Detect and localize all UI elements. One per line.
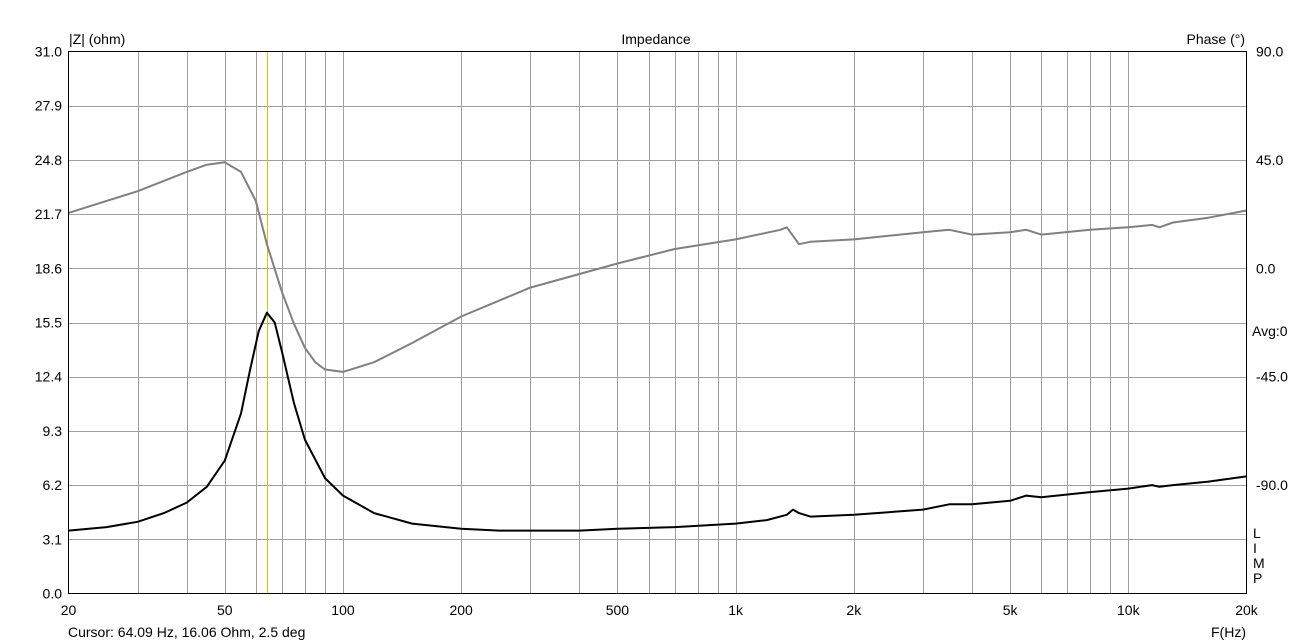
side-label-letter: P (1253, 570, 1262, 586)
y-axis-label: |Z| (ohm) (69, 31, 125, 47)
x-tick-label: 1k (728, 602, 744, 618)
x-tick-label: 200 (449, 602, 473, 618)
y-tick-label: 31.0 (35, 44, 62, 60)
y2-tick-label: -90.0 (1256, 477, 1288, 493)
y2-tick-label: 45.0 (1256, 152, 1283, 168)
y-tick-label: 0.0 (43, 586, 63, 602)
phase-curve (68, 161, 1247, 373)
x-tick-label: 5k (1003, 602, 1019, 618)
y2-tick-label: 0.0 (1256, 260, 1276, 276)
y2-tick-label: -45.0 (1256, 369, 1288, 385)
y-tick-label: 3.1 (43, 531, 63, 547)
y-tick-label: 27.9 (35, 98, 62, 114)
plot-frame (68, 51, 1247, 594)
y-tick-label: 12.4 (35, 369, 62, 385)
impedance-curve (68, 311, 1247, 532)
x-tick-label: 2k (846, 602, 862, 618)
y2-tick-labels: 90.0 45.0 0.0 -45.0 -90.0 (1256, 44, 1288, 494)
side-label-letter: I (1253, 540, 1257, 556)
y-tick-label: 6.2 (43, 477, 63, 493)
y-tick-label: 9.3 (43, 423, 63, 439)
cursor-readout: Cursor: 64.09 Hz, 16.06 Ohm, 2.5 deg (68, 624, 305, 640)
x-tick-labels: 20 50 100 200 500 1k 2k 5k 10k 20k (61, 602, 1259, 618)
y-tick-label: 24.8 (35, 152, 62, 168)
x-tick-label: 10k (1117, 602, 1141, 618)
x-tick-label: 20k (1235, 602, 1259, 618)
y2-axis-label: Phase (°) (1186, 31, 1245, 47)
y2-tick-label: 90.0 (1256, 44, 1283, 60)
x-tick-label: 50 (217, 602, 233, 618)
side-label-letter: M (1253, 555, 1265, 571)
data-series (68, 161, 1247, 532)
x-tick-label: 20 (61, 602, 77, 618)
y-tick-label: 15.5 (35, 315, 62, 331)
side-label-letter: L (1253, 525, 1261, 541)
y-tick-labels: 0.0 3.1 6.2 9.3 12.4 15.5 18.6 21.7 24.8 27.9 31.0 (35, 44, 62, 602)
y-tick-label: 21.7 (35, 206, 62, 222)
x-axis-label: F(Hz) (1211, 624, 1246, 640)
grid-lines (68, 51, 1247, 594)
y-tick-label: 18.6 (35, 260, 62, 276)
chart-title: Impedance (621, 31, 690, 47)
x-tick-label: 100 (331, 602, 355, 618)
x-tick-label: 500 (606, 602, 630, 618)
average-label: Avg:0 (1252, 323, 1288, 339)
